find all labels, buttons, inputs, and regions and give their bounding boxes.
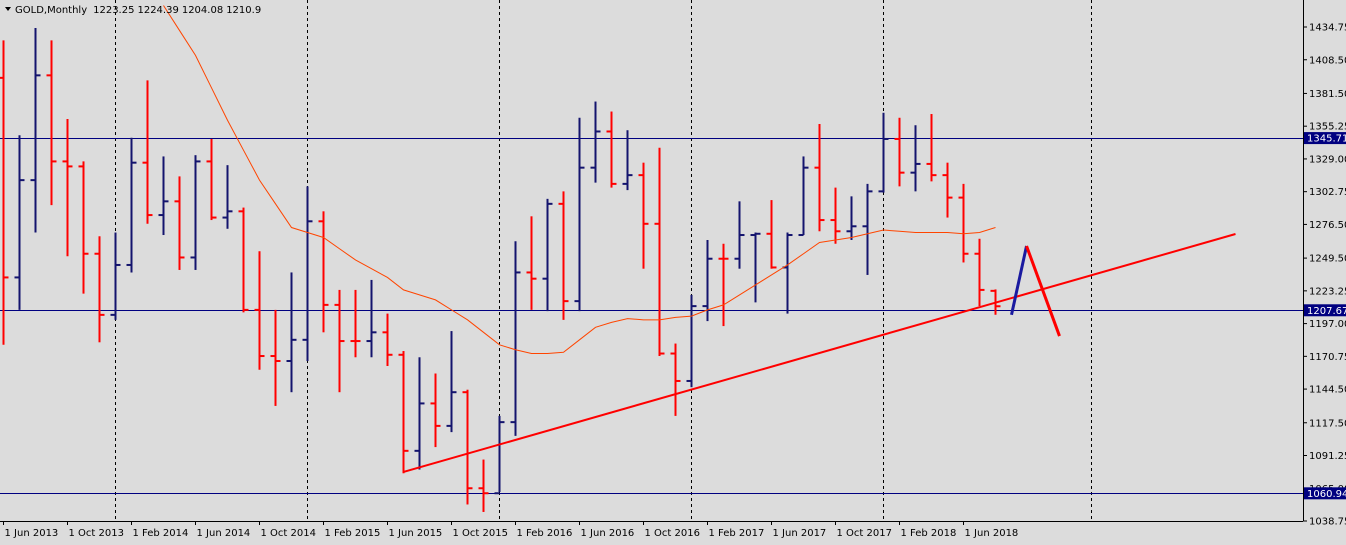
x-tick-label: 1 Jun 2014 xyxy=(197,528,251,539)
x-tick-label: 1 Oct 2016 xyxy=(645,528,700,539)
y-tick-label: 1170.75 xyxy=(1309,352,1346,363)
level-label: 1207.67 xyxy=(1307,306,1346,317)
arrow-segment xyxy=(1010,245,1029,316)
y-tick-label: 1091.25 xyxy=(1309,451,1346,462)
y-tick-label: 1355.25 xyxy=(1309,122,1346,133)
y-tick-label: 1381.50 xyxy=(1309,89,1346,100)
x-tick-label: 1 Oct 2013 xyxy=(69,528,124,539)
quote-open: 1223.25 xyxy=(93,5,134,16)
x-tick-label: 1 Jun 2017 xyxy=(773,528,827,539)
menu-triangle xyxy=(5,7,11,11)
level-label-box xyxy=(1304,304,1346,317)
y-tick-label: 1276.50 xyxy=(1309,220,1346,231)
y-tick-label: 1038.75 xyxy=(1309,517,1346,528)
y-tick-label: 1302.75 xyxy=(1309,187,1346,198)
y-tick-label: 1223.25 xyxy=(1309,286,1346,297)
x-tick-label: 1 Jun 2013 xyxy=(5,528,59,539)
period-separators xyxy=(115,0,1092,521)
x-tick-label: 1 Feb 2018 xyxy=(901,528,957,539)
arrow-segment xyxy=(1025,245,1061,337)
y-tick-label: 1434.75 xyxy=(1309,23,1346,34)
x-tick-label: 1 Feb 2014 xyxy=(133,528,189,539)
level-label: 1345.71 xyxy=(1307,134,1346,145)
x-tick-label: 1 Jun 2018 xyxy=(965,528,1019,539)
x-tick-label: 1 Oct 2017 xyxy=(837,528,892,539)
x-tick-label: 1 Feb 2015 xyxy=(325,528,381,539)
y-tick-label: 1117.50 xyxy=(1309,418,1346,429)
quote-low: 1204.08 xyxy=(182,5,223,16)
x-tick-label: 1 Jun 2016 xyxy=(581,528,635,539)
quote-close: 1210.9 xyxy=(226,5,261,16)
symbol: GOLD,Monthly xyxy=(15,5,87,16)
plot-area xyxy=(0,5,1303,512)
level-label-box xyxy=(1304,487,1346,500)
y-tick-label: 1144.50 xyxy=(1309,385,1346,396)
x-tick-label: 1 Oct 2014 xyxy=(261,528,316,539)
level-label: 1060.94 xyxy=(1307,489,1346,500)
x-tick-label: 1 Feb 2016 xyxy=(517,528,573,539)
moving-average xyxy=(163,5,996,355)
y-tick-label: 1329.00 xyxy=(1309,154,1346,165)
x-tick-label: 1 Feb 2017 xyxy=(709,528,765,539)
header: GOLD,Monthly 1223.25 1224.39 1204.08 1210.9 xyxy=(15,5,261,16)
y-tick-label: 1408.50 xyxy=(1309,55,1346,66)
y-tick-label: 1249.50 xyxy=(1309,254,1346,265)
trendline xyxy=(403,233,1236,473)
x-tick-label: 1 Oct 2015 xyxy=(453,528,508,539)
x-tick-label: 1 Jun 2015 xyxy=(389,528,443,539)
quote-high: 1224.39 xyxy=(137,5,178,16)
level-label-box xyxy=(1304,132,1346,145)
y-tick-label: 1197.00 xyxy=(1309,319,1346,330)
